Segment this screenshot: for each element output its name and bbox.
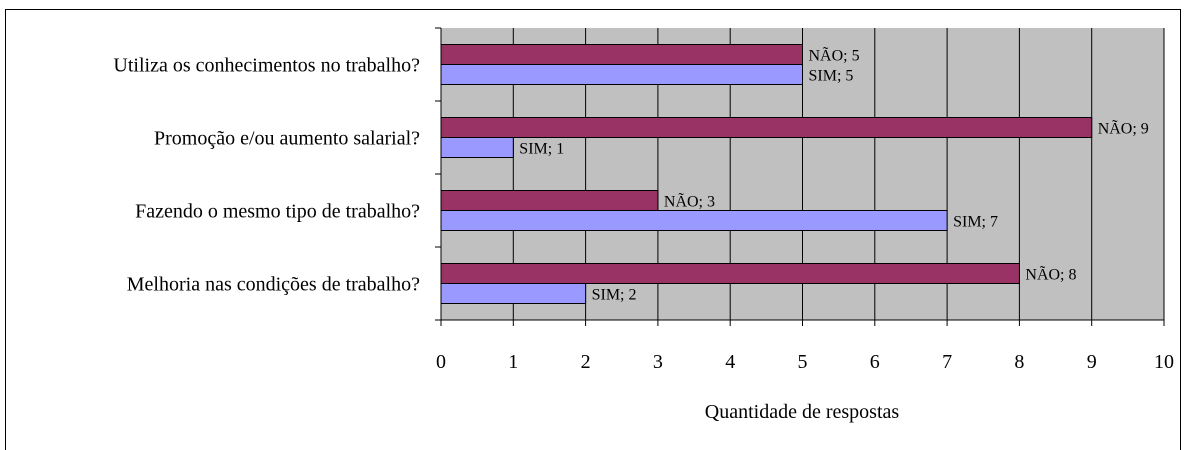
bar-nao: [440, 44, 803, 65]
x-tick-label: 1: [508, 351, 518, 373]
bar-sim: [440, 283, 587, 304]
data-label-sim: SIM; 5: [809, 68, 854, 85]
data-label-nao: NÃO; 8: [1025, 266, 1076, 284]
x-tick-label: 0: [436, 351, 446, 373]
x-tick-label: 8: [1014, 351, 1024, 373]
data-labels: NÃO; 5 SIM; 5 NÃO; 9 SIM; 1 NÃO; 3 SIM; 7 NÃO;…: [519, 47, 1149, 304]
x-tick-label: 5: [798, 351, 808, 373]
x-tick-labels: 0 1 2 3 4 5 6 7 8 9 10: [436, 351, 1174, 373]
x-tick-marks: [440, 320, 1165, 326]
x-tick-label: 3: [653, 351, 663, 373]
x-tick-label: 2: [581, 351, 591, 373]
category-label: Promoção e/ou aumento salarial?: [154, 128, 420, 150]
data-label-nao: NÃO; 9: [1098, 120, 1149, 138]
x-tick-label: 6: [870, 351, 880, 373]
x-tick-label: 7: [942, 351, 952, 373]
x-axis-title: Quantidade de respostas: [705, 401, 900, 423]
bar-nao: [440, 190, 659, 211]
category-label: Melhoria nas condições de trabalho?: [127, 274, 420, 296]
data-label-nao: NÃO; 5: [809, 47, 860, 65]
bar-nao: [440, 117, 1093, 138]
bar-sim: [440, 210, 948, 231]
bars: [440, 44, 1093, 304]
x-tick-label: 4: [725, 351, 735, 373]
category-labels: Utiliza os conhecimentos no trabalho? Pro…: [113, 55, 420, 296]
bar-sim: [440, 64, 803, 85]
data-label-nao: NÃO; 3: [664, 193, 715, 211]
data-label-sim: SIM; 2: [592, 287, 637, 304]
y-tick-marks: [435, 27, 441, 321]
chart-frame: [5, 9, 1181, 450]
x-tick-label: 9: [1087, 351, 1097, 373]
category-label: Utiliza os conhecimentos no trabalho?: [113, 55, 420, 77]
bar-sim: [440, 137, 514, 158]
category-label: Fazendo o mesmo tipo de trabalho?: [135, 201, 420, 223]
bar-nao: [440, 263, 1020, 284]
data-label-sim: SIM; 7: [953, 214, 998, 231]
x-tick-label: 10: [1154, 351, 1174, 373]
data-label-sim: SIM; 1: [519, 141, 564, 158]
